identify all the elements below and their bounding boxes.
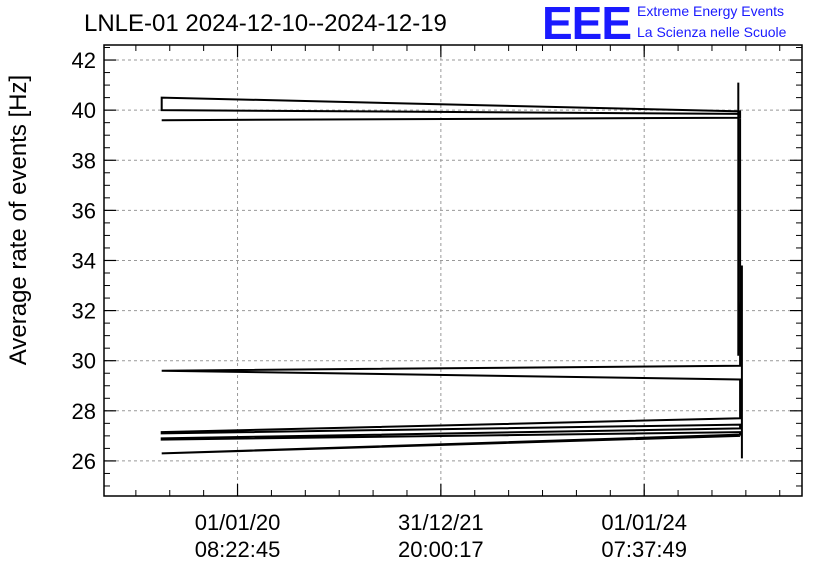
logo-line-2: La Scienza nelle Scuole bbox=[637, 24, 787, 40]
y-tick-label: 32 bbox=[72, 299, 96, 324]
x-tick-label-date: 01/01/20 bbox=[195, 510, 281, 535]
x-tick-label-date: 01/01/24 bbox=[601, 510, 687, 535]
y-tick-label: 40 bbox=[72, 98, 96, 123]
series-line bbox=[737, 82, 743, 459]
y-tick-label: 30 bbox=[72, 349, 96, 374]
y-tick-label: 42 bbox=[72, 48, 96, 73]
plot-frame bbox=[103, 44, 803, 497]
series-line bbox=[160, 96, 742, 455]
x-tick-label-time: 08:22:45 bbox=[195, 537, 281, 562]
x-tick-label-time: 07:37:49 bbox=[601, 537, 687, 562]
y-tick-label: 28 bbox=[72, 399, 96, 424]
y-tick-label: 34 bbox=[72, 248, 96, 273]
grid-lines bbox=[104, 45, 802, 496]
x-tick-label-date: 31/12/21 bbox=[398, 510, 484, 535]
eee-logo: EEE bbox=[542, 0, 632, 49]
y-tick-label: 38 bbox=[72, 148, 96, 173]
x-tick-label-time: 20:00:17 bbox=[398, 537, 484, 562]
y-tick-label: 26 bbox=[72, 449, 96, 474]
axis-ticks bbox=[104, 45, 802, 496]
series-lines bbox=[160, 82, 743, 459]
logo-line-1: Extreme Energy Events bbox=[637, 3, 785, 19]
y-tick-label: 36 bbox=[72, 198, 96, 223]
chart-title: LNLE-01 2024-12-10--2024-12-19 bbox=[84, 10, 447, 37]
